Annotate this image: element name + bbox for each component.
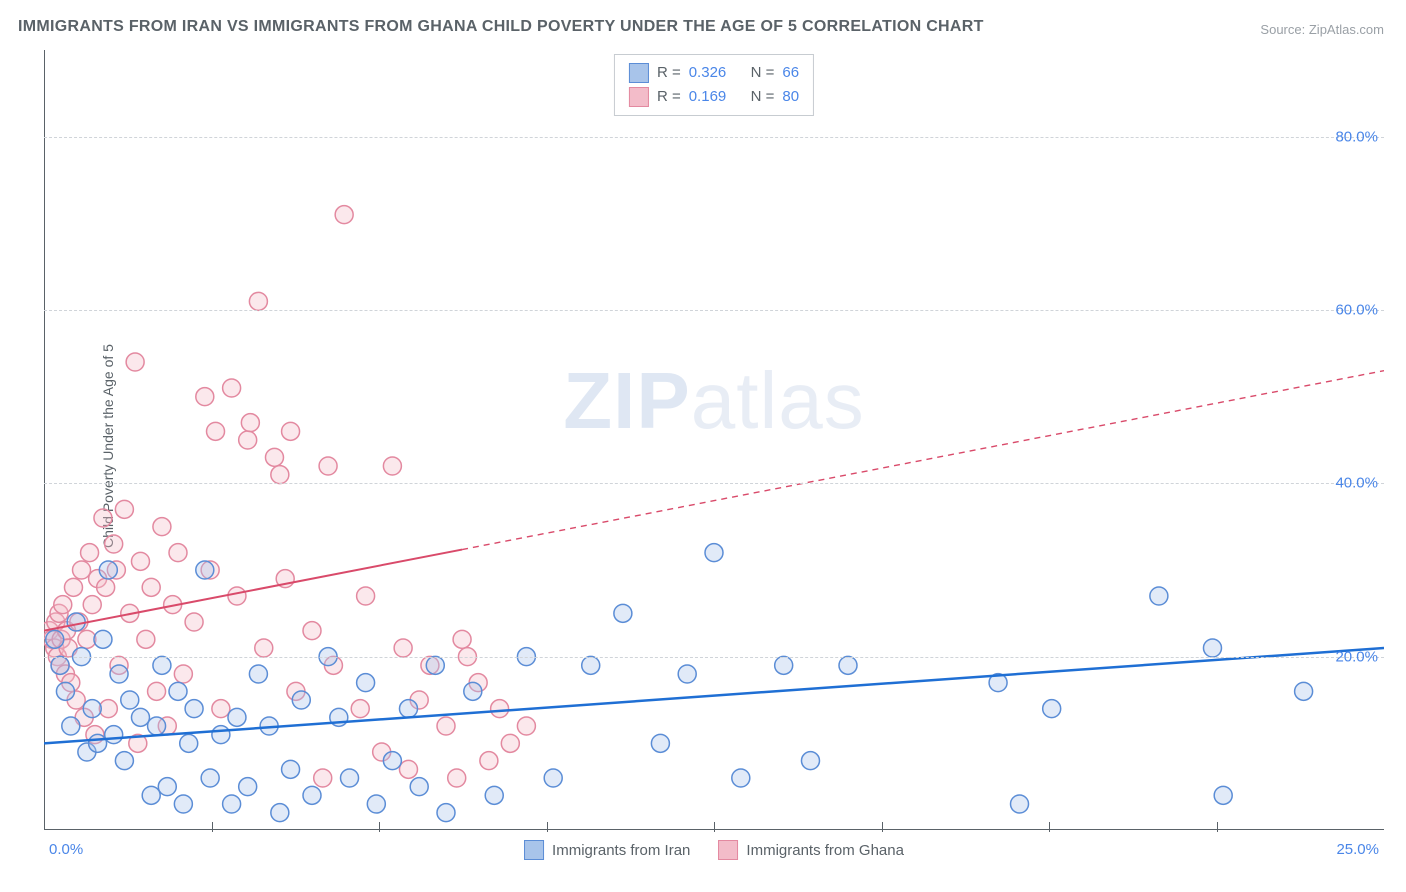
- x-tick: [1217, 822, 1218, 832]
- series-legend: Immigrants from Iran Immigrants from Gha…: [524, 840, 904, 860]
- n-value-iran: 66: [782, 61, 799, 85]
- swatch-iran-icon: [629, 63, 649, 83]
- x-tick: [212, 822, 213, 832]
- source-credit: Source: ZipAtlas.com: [1260, 22, 1384, 37]
- watermark-rest: atlas: [691, 356, 865, 445]
- y-tick-label: 80.0%: [1335, 128, 1378, 145]
- x-tick: [882, 822, 883, 832]
- r-label: R =: [657, 85, 681, 109]
- chart-title: IMMIGRANTS FROM IRAN VS IMMIGRANTS FROM …: [18, 18, 984, 36]
- swatch-ghana-icon: [629, 87, 649, 107]
- chart-plot-area: ZIPatlas R = 0.326 N = 66 R = 0.169 N = …: [44, 50, 1384, 830]
- y-axis: [44, 50, 45, 830]
- x-tick: [547, 822, 548, 832]
- legend-row: R = 0.326 N = 66: [629, 61, 799, 85]
- y-tick-label: 60.0%: [1335, 302, 1378, 319]
- watermark-zip: ZIP: [563, 356, 690, 445]
- x-tick: [1049, 822, 1050, 832]
- x-tick: [379, 822, 380, 832]
- chart-svg: [44, 50, 1384, 830]
- watermark: ZIPatlas: [563, 355, 864, 447]
- swatch-ghana-icon: [718, 840, 738, 860]
- x-tick: [714, 822, 715, 832]
- y-tick-label: 20.0%: [1335, 648, 1378, 665]
- legend-item-iran: Immigrants from Iran: [524, 840, 690, 860]
- r-value-ghana: 0.169: [689, 85, 727, 109]
- legend-row: R = 0.169 N = 80: [629, 85, 799, 109]
- r-label: R =: [657, 61, 681, 85]
- n-value-ghana: 80: [782, 85, 799, 109]
- x-axis-max-label: 25.0%: [1336, 841, 1379, 858]
- legend-label: Immigrants from Iran: [552, 842, 690, 859]
- source-label: Source:: [1260, 22, 1305, 37]
- swatch-iran-icon: [524, 840, 544, 860]
- legend-item-ghana: Immigrants from Ghana: [718, 840, 904, 860]
- n-label: N =: [751, 61, 775, 85]
- legend-label: Immigrants from Ghana: [746, 842, 904, 859]
- correlation-legend: R = 0.326 N = 66 R = 0.169 N = 80: [614, 54, 814, 116]
- n-label: N =: [751, 85, 775, 109]
- source-name: ZipAtlas.com: [1309, 22, 1384, 37]
- y-tick-label: 40.0%: [1335, 475, 1378, 492]
- x-axis-min-label: 0.0%: [49, 841, 83, 858]
- r-value-iran: 0.326: [689, 61, 727, 85]
